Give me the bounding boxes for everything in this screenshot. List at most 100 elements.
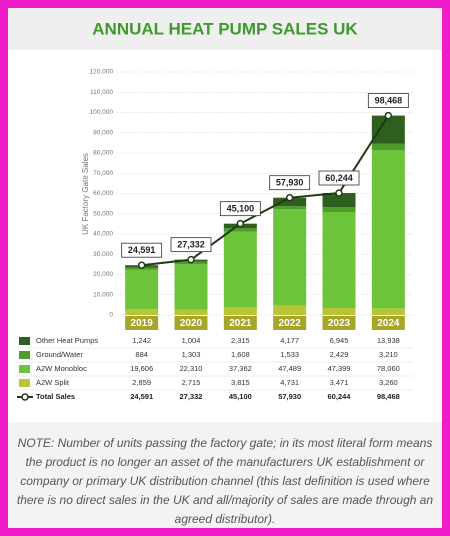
table-value: 47,399 [328,364,351,373]
total-label: 45,100 [227,204,255,214]
legend-label: Total Sales [36,392,75,401]
category-box [273,316,307,330]
table-value: 1,303 [182,350,201,359]
bar-segment [174,264,208,310]
y-tick-label: 80,000 [93,150,113,157]
x-tick-label: 2022 [279,318,302,329]
table-value: 3,210 [379,350,398,359]
bar-segment [223,231,257,308]
note: NOTE: Number of units passing the factor… [8,422,442,528]
table-value: 2,429 [330,350,349,359]
y-tick-label: 40,000 [93,231,113,238]
table-value: 24,591 [130,392,153,401]
total-marker [335,189,343,197]
bar-segment [371,308,405,315]
y-tick-label: 60,000 [93,190,113,197]
table-value: 13,938 [377,336,400,345]
y-axis-label: UK Factory Gate Sales [81,153,90,235]
table-value: 1,242 [132,336,151,345]
y-tick-label: 30,000 [93,251,113,258]
total-label-box [219,201,261,217]
bar-segment [273,206,307,210]
total-label: 57,930 [276,178,304,188]
y-tick-label: 90,000 [93,129,113,136]
y-tick-label: 120,000 [90,69,114,76]
bar-segment [322,211,356,308]
x-tick-label: 2023 [328,318,351,329]
total-label: 60,244 [325,173,353,183]
bar-segment [371,115,405,144]
total-label: 27,332 [177,240,205,250]
total-marker [384,111,393,120]
x-tick-label: 2019 [131,318,154,329]
chart: ANNUAL HEAT PUMP SALES UK UK Factory Gat… [8,8,442,401]
legend-swatch [19,365,30,373]
total-marker [187,255,195,264]
table-value: 1,608 [231,350,250,359]
legend-swatch [19,379,30,387]
x-tick-label: 2020 [180,318,203,329]
chart-title: ANNUAL HEAT PUMP SALES UK [92,19,358,38]
total-marker [137,261,146,269]
y-tick-label: 10,000 [93,291,113,298]
table-value: 2,859 [132,378,151,387]
total-label-box [367,93,409,109]
legend-label: A2W Monobloc [36,364,87,373]
total-label-box [170,237,212,253]
bar-segment [322,307,356,315]
table-value: 45,100 [229,392,252,401]
bar-segment [371,143,405,151]
table-value: 3,260 [379,378,398,387]
table-value: 27,332 [180,392,203,401]
category-box [371,316,405,330]
bar-segment [371,150,405,309]
total-marker [285,193,294,202]
table-value: 60,244 [328,392,352,401]
total-label: 24,591 [128,245,156,255]
y-tick-label: 110,000 [90,89,113,96]
table-value: 98,468 [377,392,400,401]
category-box [322,316,356,330]
bar-segment [322,207,356,212]
bar-segment [223,228,257,232]
table-value: 22,310 [180,364,203,373]
table-value: 3,815 [231,378,250,387]
legend-swatch [19,337,30,345]
table-value: 57,930 [278,392,301,401]
bar-segment [273,197,307,207]
bar-segment [322,193,356,208]
table-value: 2,715 [182,378,201,387]
x-tick-label: 2024 [377,318,400,329]
y-tick-label: 50,000 [93,210,113,217]
legend-swatch [19,351,30,359]
total-marker [236,219,245,228]
total-label-box [269,175,311,191]
y-tick-label: 100,000 [90,109,114,116]
bar-segment [125,269,159,310]
bar-segment [273,305,307,315]
category-box [223,316,257,330]
total-label-box [318,170,360,186]
table-value: 884 [135,350,148,359]
total-label-box [121,242,163,258]
total-label: 98,468 [375,95,403,105]
table-value: 1,004 [182,336,201,345]
bar-segment [174,309,208,315]
table-value: 2,315 [231,336,250,345]
x-tick-label: 2021 [229,318,252,329]
table-value: 4,177 [280,336,299,345]
table-value: 3,471 [330,378,349,387]
bar-segment [273,209,307,306]
title-band [8,8,442,50]
legend-marker [21,393,29,401]
legend-label: Other Heat Pumps [36,336,98,345]
bar-segment [125,309,159,315]
table-value: 37,362 [229,364,252,373]
legend-label: Ground/Water [36,350,83,359]
table-value: 47,489 [278,364,301,373]
y-tick-label: 70,000 [93,170,113,177]
category-box [125,316,159,330]
legend-label: A2W Split [36,378,70,387]
y-tick-label: 0 [109,312,113,319]
table-value: 78,060 [377,364,400,373]
